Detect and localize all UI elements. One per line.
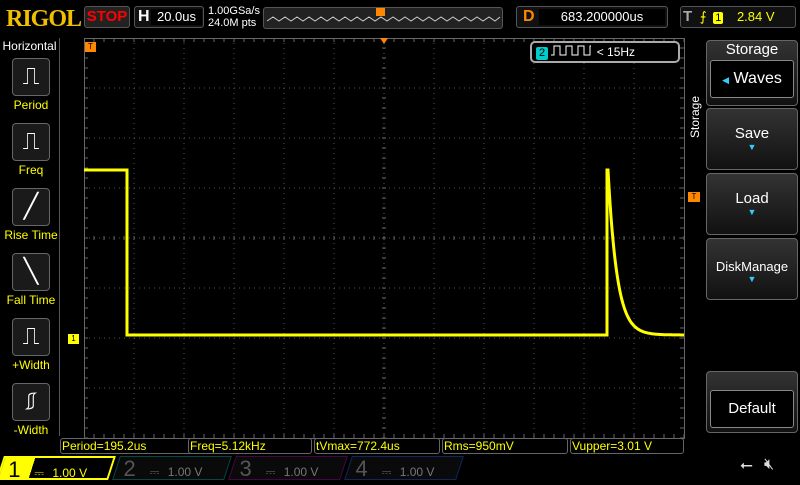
channel-scale: 1.00 V (283, 465, 318, 479)
square-wave-icon (551, 45, 592, 56)
measure-label: Period (13, 98, 49, 112)
frequency-icon: ⎍ (22, 128, 40, 155)
period-icon: ⎍ (22, 63, 40, 90)
load-button[interactable]: Load ▼ (706, 173, 798, 235)
channel-number: 1 (8, 457, 21, 482)
channel-3-button[interactable]: 3 ⎓ 1.00 V (228, 456, 348, 481)
trigger-display[interactable]: T ⨍ 1 2.84 V (680, 6, 796, 28)
positive-width-icon: ⎍ (22, 323, 40, 350)
delay-value: 683.200000us (539, 9, 665, 25)
chevron-down-icon: ▼ (747, 274, 757, 284)
horizontal-timebase[interactable]: H 20.0us (134, 6, 204, 28)
menu-side-label: Storage (688, 95, 702, 138)
mute-icon[interactable]: 🔇︎ (764, 456, 775, 473)
trigger-position-arrow (380, 38, 388, 44)
channel-scale: 1.00 V (167, 465, 202, 479)
rise-time-measure-button[interactable]: ╱ (12, 188, 50, 226)
negative-width-icon: ⎎ (24, 388, 38, 415)
memory-depth: 24.0M pts (208, 17, 257, 29)
run-stop-status[interactable]: STOP (84, 6, 130, 28)
dc-coupling-icon: ⎓ (34, 466, 44, 480)
measure-label: +Width (12, 358, 50, 372)
frequency-counter[interactable]: 2 < 15Hz (530, 41, 680, 63)
positive-width-measure-button[interactable]: ⎍ (12, 318, 50, 356)
storage-type-value: ◀ Waves (710, 60, 794, 98)
channel-number: 2 (123, 456, 136, 481)
fall-time-icon: ╲ (23, 258, 39, 285)
measurement-vupper[interactable]: Vupper=3.01 V (570, 438, 684, 454)
trigger-position-marker (376, 8, 385, 16)
measurement-rms[interactable]: Rms=950mV (442, 438, 568, 454)
channel-4-button[interactable]: 4 ⎓ 1.00 V (344, 456, 464, 481)
frequency-measure-button[interactable]: ⎍ (12, 123, 50, 161)
load-label: Load (735, 190, 769, 207)
negative-width-measure-button[interactable]: ⎎ (12, 383, 50, 421)
horizontal-label: H (138, 8, 150, 25)
rising-edge-icon: ⨍ (699, 9, 707, 24)
memory-timeline[interactable] (263, 7, 503, 29)
save-button[interactable]: Save ▼ (706, 108, 798, 170)
dc-coupling-icon: ⎓ (381, 465, 392, 479)
sample-rate: 1.00GSa/s (208, 5, 260, 17)
disk-manage-label: DiskManage (715, 259, 789, 274)
dc-coupling-icon: ⎓ (149, 465, 160, 479)
storage-menu: Storage Storage ◀ Waves Save ▼ Load ▼ Disk… (688, 38, 800, 436)
storage-title: Storage (725, 41, 779, 58)
channel-1-button[interactable]: 1 ⎓ 1.00 V (0, 456, 116, 482)
rise-time-icon: ╱ (23, 193, 39, 220)
trigger-level-marker[interactable]: T (688, 192, 700, 202)
counter-value: < 15Hz (596, 45, 636, 59)
storage-type-button[interactable]: Storage ◀ Waves (706, 40, 798, 106)
ch1-waveform (84, 168, 684, 337)
acquisition-info: 1.00GSa/s 24.0M pts (208, 5, 260, 29)
dc-coupling-icon: ⎓ (265, 465, 276, 479)
waveform-grid (84, 38, 685, 439)
usb-icon: ⭠ (740, 457, 753, 474)
chevron-down-icon: ▼ (747, 207, 757, 217)
left-arrow-icon: ◀ (722, 75, 730, 85)
trigger-time-marker[interactable]: T (85, 42, 96, 52)
trigger-label: T (683, 8, 693, 25)
default-button[interactable]: Default (706, 371, 798, 433)
trigger-source-badge: 1 (713, 12, 724, 24)
measurement-tvmax[interactable]: tVmax=772.4us (314, 438, 440, 454)
waves-label: Waves (733, 70, 782, 87)
timeline-waveform (266, 8, 501, 22)
measure-label: -Width (13, 423, 49, 437)
channel-scale: 1.00 V (399, 465, 434, 479)
measure-label: Rise Time (4, 228, 58, 242)
fall-time-measure-button[interactable]: ╲ (12, 253, 50, 291)
channel-number: 4 (355, 456, 368, 481)
measurement-freq[interactable]: Freq=5.12kHz (188, 438, 312, 454)
delay-label: D (523, 8, 535, 25)
measure-label: Freq (18, 163, 44, 177)
channel-scale: 1.00 V (51, 466, 87, 480)
menu-title: Horizontal (2, 39, 57, 53)
ch1-ground-marker[interactable]: 1 (68, 334, 79, 344)
chevron-down-icon: ▼ (747, 142, 757, 152)
channel-number: 3 (239, 456, 252, 481)
measure-label: Fall Time (6, 293, 56, 307)
disk-manage-button[interactable]: DiskManage ▼ (706, 238, 798, 300)
counter-channel-badge: 2 (536, 47, 548, 60)
delay-display[interactable]: D 683.200000us (516, 6, 668, 28)
rigol-logo: RIGOL (6, 6, 82, 32)
default-label: Default (710, 390, 794, 428)
trigger-level: 2.84 V (736, 9, 775, 24)
save-label: Save (734, 125, 770, 142)
horizontal-measure-menu: Horizontal (0, 38, 60, 436)
channel-2-button[interactable]: 2 ⎓ 1.00 V (112, 456, 232, 481)
period-measure-button[interactable]: ⎍ (12, 58, 50, 96)
timebase-value: 20.0us (151, 9, 202, 25)
